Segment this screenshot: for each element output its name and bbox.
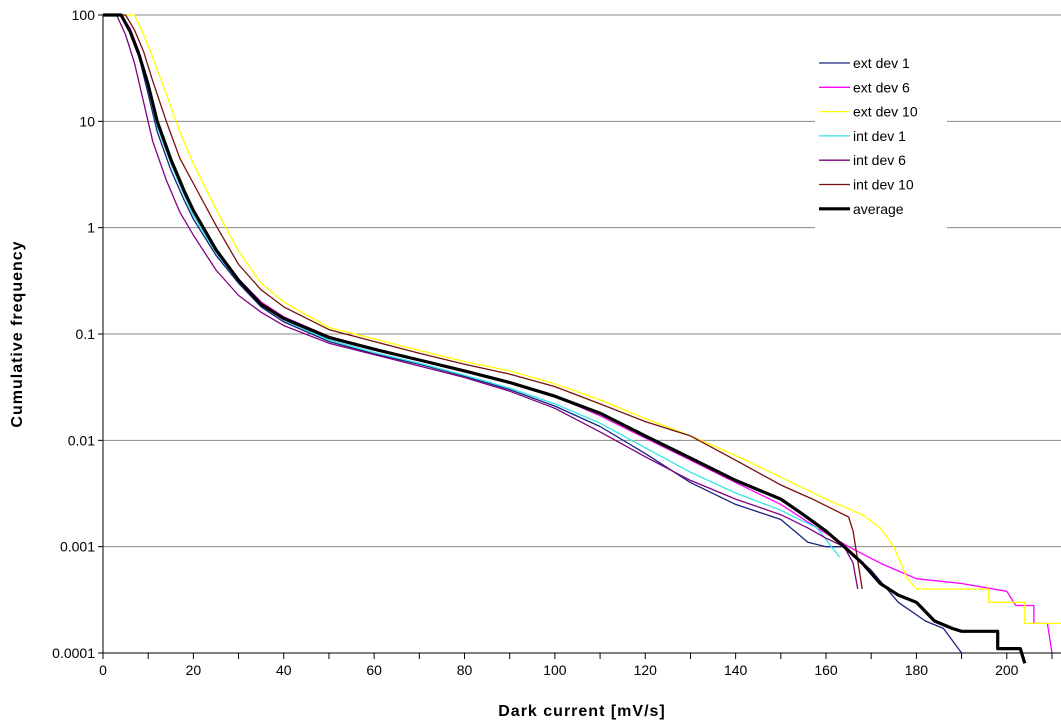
series-line-5 xyxy=(103,14,863,590)
x-tick-label: 20 xyxy=(186,662,202,678)
x-tick-label: 140 xyxy=(724,662,748,678)
series-line-4 xyxy=(103,14,859,590)
x-tick-label: 180 xyxy=(905,662,929,678)
x-tick-label: 60 xyxy=(366,662,382,678)
y-tick-label: 10 xyxy=(79,113,95,129)
series-layer xyxy=(103,13,1061,664)
series-line-0 xyxy=(103,14,963,654)
x-tick-label: 40 xyxy=(276,662,292,678)
y-tick-label: 0.0001 xyxy=(52,645,95,661)
x-ticks: 0 20 40 60 80 100 120 140 160 180 200 xyxy=(99,653,1053,678)
legend-label: average xyxy=(853,201,904,217)
y-tick-label: 0.001 xyxy=(60,539,95,555)
x-tick-label: 120 xyxy=(634,662,658,678)
legend-label: ext dev 6 xyxy=(853,79,910,95)
y-axis-title: Cumulative frequency xyxy=(9,240,26,427)
legend-label: int dev 1 xyxy=(853,128,906,144)
legend-box xyxy=(815,45,947,230)
x-tick-label: 100 xyxy=(543,662,567,678)
legend-label: int dev 6 xyxy=(853,152,906,168)
x-tick-label: 0 xyxy=(99,662,107,678)
series-line-6 xyxy=(103,13,1027,664)
legend: ext dev 1 ext dev 6 ext dev 10 int dev 1 int… xyxy=(815,45,947,230)
series-line-2 xyxy=(103,14,1061,625)
y-tick-label: 1 xyxy=(87,220,95,236)
legend-label: ext dev 10 xyxy=(853,104,918,120)
x-axis-title: Dark current [mV/s] xyxy=(498,703,666,720)
x-tick-label: 160 xyxy=(814,662,838,678)
x-tick-label: 80 xyxy=(457,662,473,678)
y-tick-label: 0.01 xyxy=(68,432,95,448)
legend-label: int dev 10 xyxy=(853,177,914,193)
y-tick-label: 100 xyxy=(72,7,96,23)
y-tick-label: 0.1 xyxy=(76,326,96,342)
y-ticks: 100 10 1 0.1 0.01 0.001 0.0001 xyxy=(52,7,103,661)
legend-label: ext dev 1 xyxy=(853,55,910,71)
x-tick-label: 200 xyxy=(995,662,1019,678)
